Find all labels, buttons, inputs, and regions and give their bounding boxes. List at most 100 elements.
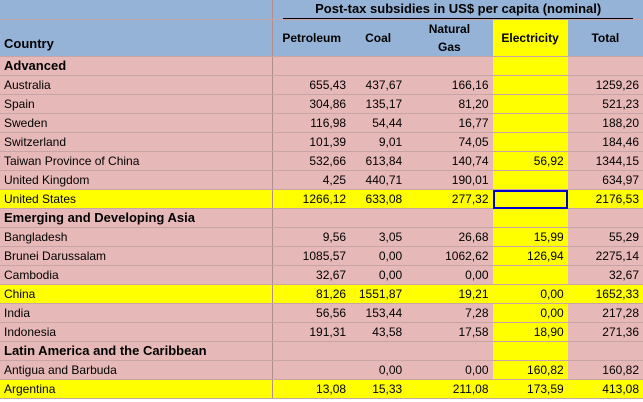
column-header-electricity[interactable]: Electricity [492,19,568,57]
total-cell[interactable]: 55,29 [567,227,643,247]
total-cell[interactable]: 271,36 [567,322,643,342]
petroleum-cell[interactable]: 116,98 [272,113,351,133]
natural-gas-cell[interactable]: 74,05 [406,132,493,152]
total-cell[interactable]: 32,67 [567,265,643,285]
country-cell[interactable]: United Kingdom [0,170,273,190]
total-cell[interactable]: 1259,26 [567,75,643,95]
petroleum-cell[interactable] [272,56,351,76]
total-cell[interactable]: 188,20 [567,113,643,133]
total-cell[interactable]: 521,23 [567,94,643,114]
petroleum-cell[interactable] [272,341,351,361]
natural-gas-cell[interactable]: 190,01 [406,170,493,190]
petroleum-cell[interactable]: 304,86 [272,94,351,114]
coal-cell[interactable]: 54,44 [350,113,407,133]
natural-gas-cell[interactable]: 277,32 [406,189,493,209]
coal-cell[interactable] [350,208,407,228]
group-label-cell[interactable]: Emerging and Developing Asia [0,208,273,228]
electricity-cell[interactable]: 56,92 [492,151,568,171]
total-cell[interactable]: 634,97 [567,170,643,190]
petroleum-cell[interactable]: 56,56 [272,303,351,323]
selected-cell[interactable] [492,189,568,209]
natural-gas-cell[interactable]: 17,58 [406,322,493,342]
natural-gas-cell[interactable]: 26,68 [406,227,493,247]
electricity-cell[interactable] [492,113,568,133]
natural-gas-cell[interactable]: 140,74 [406,151,493,171]
petroleum-cell[interactable] [272,208,351,228]
electricity-cell[interactable]: 160,82 [492,360,568,380]
petroleum-cell[interactable] [272,360,351,380]
coal-cell[interactable] [350,341,407,361]
natural-gas-cell[interactable]: 1062,62 [406,246,493,266]
country-cell[interactable]: Cambodia [0,265,273,285]
petroleum-cell[interactable]: 191,31 [272,322,351,342]
electricity-cell[interactable]: 0,00 [492,303,568,323]
header-cell-blank[interactable] [0,0,273,20]
total-cell[interactable]: 413,08 [567,379,643,399]
electricity-cell[interactable] [492,341,568,361]
total-cell[interactable] [567,208,643,228]
natural-gas-cell[interactable]: 0,00 [406,265,493,285]
country-cell[interactable]: Switzerland [0,132,273,152]
electricity-cell[interactable] [492,170,568,190]
country-cell[interactable]: Brunei Darussalam [0,246,273,266]
column-header-total[interactable]: Total [567,19,643,57]
natural-gas-cell[interactable]: 211,08 [406,379,493,399]
coal-cell[interactable]: 135,17 [350,94,407,114]
electricity-cell[interactable] [492,265,568,285]
country-cell[interactable]: India [0,303,273,323]
petroleum-cell[interactable]: 1266,12 [272,189,351,209]
country-cell[interactable]: Taiwan Province of China [0,151,273,171]
natural-gas-cell[interactable] [406,341,493,361]
electricity-cell[interactable]: 18,90 [492,322,568,342]
country-cell[interactable]: China [0,284,273,304]
country-cell[interactable]: Sweden [0,113,273,133]
country-cell[interactable]: Indonesia [0,322,273,342]
column-header-coal[interactable]: Coal [350,19,407,57]
total-cell[interactable]: 160,82 [567,360,643,380]
electricity-cell[interactable]: 15,99 [492,227,568,247]
electricity-cell[interactable]: 126,94 [492,246,568,266]
electricity-cell[interactable] [492,132,568,152]
coal-cell[interactable]: 153,44 [350,303,407,323]
electricity-cell[interactable]: 0,00 [492,284,568,304]
country-cell[interactable]: Australia [0,75,273,95]
electricity-cell[interactable] [492,75,568,95]
petroleum-cell[interactable]: 101,39 [272,132,351,152]
coal-cell[interactable]: 0,00 [350,360,407,380]
electricity-cell[interactable] [492,208,568,228]
column-header-petroleum[interactable]: Petroleum [272,19,351,57]
natural-gas-cell[interactable]: 0,00 [406,360,493,380]
coal-cell[interactable]: 440,71 [350,170,407,190]
coal-cell[interactable]: 15,33 [350,379,407,399]
column-header-natural-gas[interactable]: Natural Gas [406,19,493,57]
country-cell[interactable]: Antigua and Barbuda [0,360,273,380]
petroleum-cell[interactable]: 4,25 [272,170,351,190]
country-cell[interactable]: Spain [0,94,273,114]
electricity-cell[interactable] [492,56,568,76]
electricity-cell[interactable]: 173,59 [492,379,568,399]
natural-gas-cell[interactable]: 16,77 [406,113,493,133]
natural-gas-cell[interactable]: 19,21 [406,284,493,304]
country-cell[interactable]: Bangladesh [0,227,273,247]
coal-cell[interactable] [350,56,407,76]
coal-cell[interactable]: 0,00 [350,265,407,285]
group-label-cell[interactable]: Advanced [0,56,273,76]
coal-cell[interactable]: 3,05 [350,227,407,247]
total-cell[interactable]: 217,28 [567,303,643,323]
natural-gas-cell[interactable]: 81,20 [406,94,493,114]
group-label-cell[interactable]: Latin America and the Caribbean [0,341,273,361]
coal-cell[interactable]: 43,58 [350,322,407,342]
coal-cell[interactable]: 437,67 [350,75,407,95]
country-cell[interactable]: United States [0,189,273,209]
coal-cell[interactable]: 1551,87 [350,284,407,304]
petroleum-cell[interactable]: 81,26 [272,284,351,304]
country-cell[interactable]: Argentina [0,379,273,399]
column-header-country[interactable]: Country [0,19,273,57]
total-cell[interactable]: 1344,15 [567,151,643,171]
petroleum-cell[interactable]: 32,67 [272,265,351,285]
natural-gas-cell[interactable]: 7,28 [406,303,493,323]
coal-cell[interactable]: 613,84 [350,151,407,171]
total-cell[interactable]: 2275,14 [567,246,643,266]
coal-cell[interactable]: 0,00 [350,246,407,266]
petroleum-cell[interactable]: 13,08 [272,379,351,399]
